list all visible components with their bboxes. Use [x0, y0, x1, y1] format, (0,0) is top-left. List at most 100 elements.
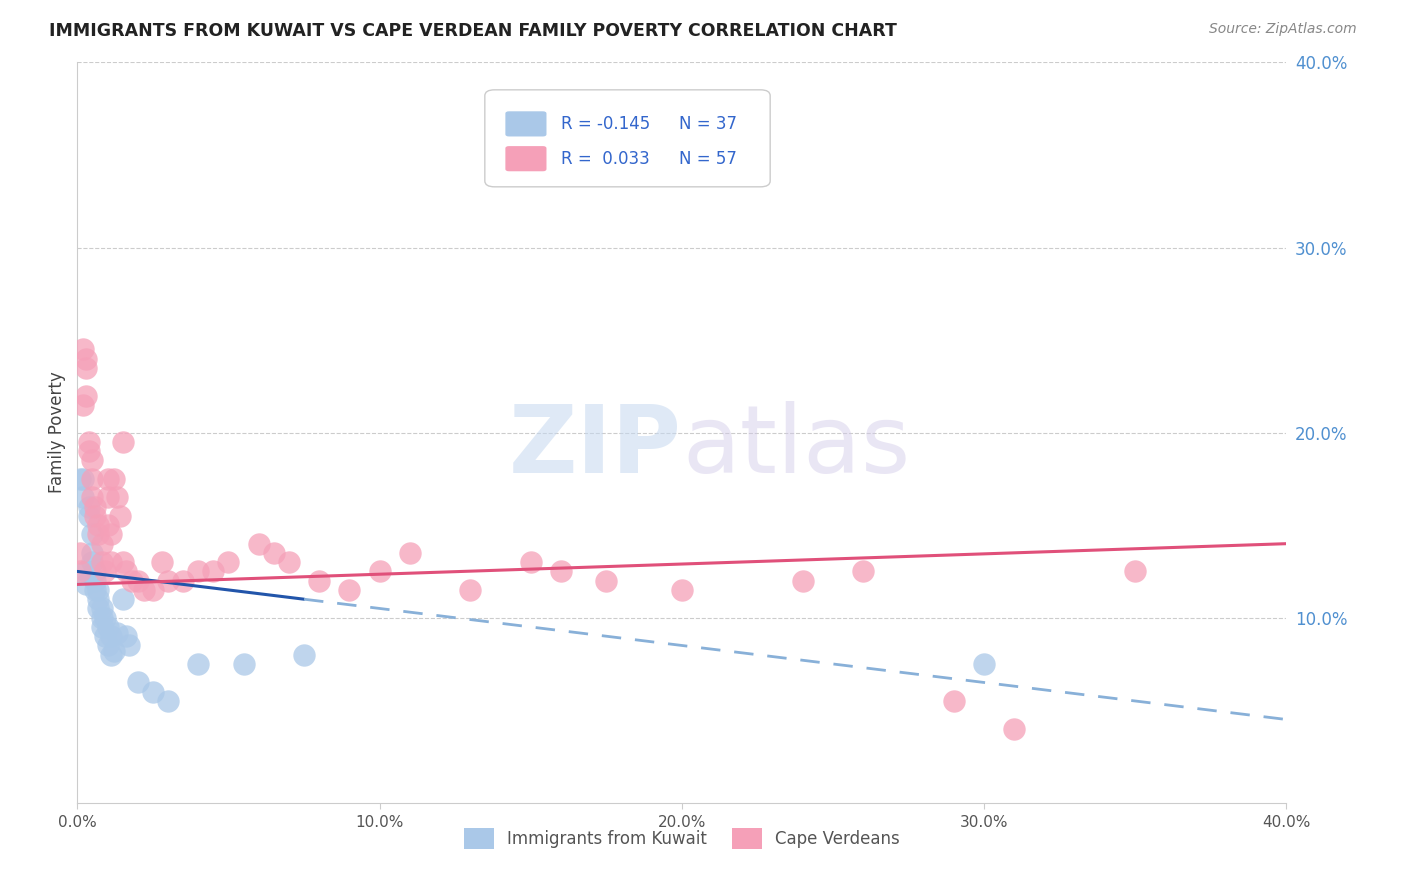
Point	[550, 565, 572, 579]
Point	[93, 565, 115, 579]
Point	[595, 574, 617, 588]
Point	[79, 500, 101, 514]
Point	[100, 527, 122, 541]
FancyBboxPatch shape	[485, 90, 770, 186]
Point	[1004, 722, 1026, 736]
Point	[87, 518, 110, 533]
Text: R =  0.033: R = 0.033	[561, 150, 650, 168]
Point	[142, 582, 165, 597]
Text: ZIP: ZIP	[509, 401, 682, 493]
Point	[72, 491, 94, 505]
Point	[121, 574, 143, 588]
Point	[87, 601, 110, 615]
Text: Source: ZipAtlas.com: Source: ZipAtlas.com	[1209, 22, 1357, 37]
Text: N = 57: N = 57	[679, 150, 737, 168]
Point	[103, 472, 125, 486]
Point	[96, 518, 118, 533]
Point	[111, 434, 134, 449]
Point	[114, 629, 136, 643]
Point	[90, 620, 112, 634]
Point	[75, 351, 97, 366]
Point	[87, 527, 110, 541]
Point	[520, 555, 543, 569]
Point	[84, 500, 107, 514]
Point	[337, 582, 360, 597]
Point	[157, 574, 180, 588]
Text: N = 37: N = 37	[679, 115, 738, 133]
Point	[84, 582, 107, 597]
Point	[105, 491, 128, 505]
Point	[232, 657, 254, 671]
FancyBboxPatch shape	[505, 146, 547, 171]
Point	[79, 508, 101, 523]
Point	[108, 508, 131, 523]
Text: R = -0.145: R = -0.145	[561, 115, 650, 133]
Point	[90, 536, 112, 550]
Point	[84, 565, 107, 579]
Point	[75, 360, 97, 375]
Point	[96, 472, 118, 486]
Point	[150, 555, 173, 569]
Point	[399, 546, 422, 560]
Point	[82, 527, 104, 541]
Point	[84, 574, 107, 588]
Point	[103, 644, 125, 658]
Point	[172, 574, 194, 588]
Point	[292, 648, 315, 662]
Point	[973, 657, 995, 671]
Point	[132, 582, 155, 597]
Point	[100, 555, 122, 569]
Point	[90, 555, 112, 569]
Point	[96, 491, 118, 505]
Point	[308, 574, 330, 588]
Point	[82, 472, 104, 486]
Point	[79, 434, 101, 449]
Point	[1123, 565, 1146, 579]
Point	[118, 639, 141, 653]
FancyBboxPatch shape	[505, 112, 547, 136]
Point	[142, 685, 165, 699]
Point	[187, 565, 209, 579]
Point	[93, 629, 115, 643]
Point	[75, 577, 97, 591]
Point	[69, 472, 91, 486]
Point	[127, 574, 149, 588]
Point	[75, 565, 97, 579]
Point	[82, 453, 104, 467]
Point	[90, 610, 112, 624]
Point	[87, 592, 110, 607]
Point	[127, 675, 149, 690]
Text: atlas: atlas	[682, 401, 910, 493]
Point	[278, 555, 301, 569]
Point	[157, 694, 180, 708]
Point	[75, 388, 97, 402]
Point	[82, 546, 104, 560]
Point	[671, 582, 693, 597]
Point	[93, 610, 115, 624]
Point	[82, 491, 104, 505]
Point	[114, 565, 136, 579]
Point	[72, 398, 94, 412]
Point	[96, 620, 118, 634]
Text: IMMIGRANTS FROM KUWAIT VS CAPE VERDEAN FAMILY POVERTY CORRELATION CHART: IMMIGRANTS FROM KUWAIT VS CAPE VERDEAN F…	[49, 22, 897, 40]
Point	[69, 546, 91, 560]
Y-axis label: Family Poverty: Family Poverty	[48, 372, 66, 493]
Point	[84, 508, 107, 523]
Point	[263, 546, 285, 560]
Point	[247, 536, 270, 550]
Point	[111, 555, 134, 569]
Point	[90, 601, 112, 615]
Point	[82, 555, 104, 569]
Point	[87, 582, 110, 597]
Point	[79, 444, 101, 458]
Point	[792, 574, 814, 588]
Point	[852, 565, 875, 579]
Legend: Immigrants from Kuwait, Cape Verdeans: Immigrants from Kuwait, Cape Verdeans	[456, 820, 908, 857]
Point	[187, 657, 209, 671]
Point	[100, 629, 122, 643]
Point	[72, 472, 94, 486]
Point	[69, 565, 91, 579]
Point	[458, 582, 481, 597]
Point	[72, 343, 94, 357]
Point	[111, 592, 134, 607]
